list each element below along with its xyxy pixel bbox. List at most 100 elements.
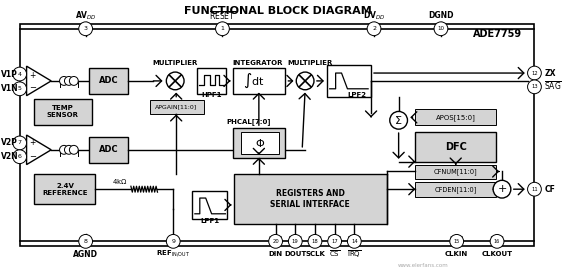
Text: $\overline{\rm RESET}$: $\overline{\rm RESET}$ [209,10,236,22]
Bar [20,24,534,246]
Text: MULTIPLIER: MULTIPLIER [287,60,333,66]
Text: 1: 1 [221,26,225,31]
Circle shape [69,76,78,85]
Text: $\overline{\rm SAG}$: $\overline{\rm SAG}$ [544,81,562,93]
Bar [192,191,227,219]
Text: 4k$\Omega$: 4k$\Omega$ [112,177,128,186]
Circle shape [288,234,302,248]
Text: V2P: V2P [1,138,18,147]
Text: V2N: V2N [1,152,19,161]
Circle shape [166,72,184,90]
Circle shape [60,76,69,85]
Text: +: + [29,71,35,81]
Bar [234,175,387,224]
Text: APGAIN[11:0]: APGAIN[11:0] [155,104,197,109]
Text: INTEGRATOR: INTEGRATOR [233,60,283,66]
Text: TEMP
SENSOR: TEMP SENSOR [47,105,79,118]
Circle shape [13,136,26,150]
Text: CLKIN: CLKIN [445,251,468,257]
Circle shape [367,22,381,36]
Text: CFNUM[11:0]: CFNUM[11:0] [434,168,477,175]
Text: 2.4V
REFERENCE: 2.4V REFERENCE [42,183,88,196]
Text: 4: 4 [17,71,22,76]
Text: −: − [29,83,36,92]
Circle shape [528,80,542,94]
Text: 12: 12 [531,71,538,76]
Text: 10: 10 [437,26,444,31]
Circle shape [60,145,69,154]
Text: V1N: V1N [1,84,19,93]
Circle shape [328,234,342,248]
Bar [415,132,496,162]
Text: ZX: ZX [544,68,556,78]
Text: 6: 6 [18,154,21,159]
Text: APOS[15:0]: APOS[15:0] [436,114,476,121]
Circle shape [269,234,283,248]
Text: 7: 7 [17,140,22,145]
Circle shape [79,22,92,36]
Circle shape [528,66,542,80]
Text: 13: 13 [531,84,538,89]
Bar [34,175,96,204]
Text: 9: 9 [171,239,175,244]
Circle shape [390,111,408,129]
Text: 17: 17 [331,239,338,244]
Bar [233,68,285,94]
Text: 11: 11 [531,187,538,192]
Text: −: − [29,152,36,161]
Bar [88,137,128,163]
Bar [241,132,279,154]
Circle shape [65,76,73,85]
Text: 16: 16 [494,239,500,244]
Text: 15: 15 [454,239,460,244]
Bar [88,68,128,94]
Text: 2: 2 [372,26,376,31]
Text: V1P: V1P [1,70,18,79]
Text: ADC: ADC [99,145,118,154]
Circle shape [166,234,180,248]
Circle shape [296,72,314,90]
Text: FUNCTIONAL BLOCK DIAGRAM: FUNCTIONAL BLOCK DIAGRAM [184,6,372,16]
Text: $\overline{\rm IRQ}$: $\overline{\rm IRQ}$ [347,248,361,260]
Circle shape [69,145,78,154]
Text: LPF2: LPF2 [348,92,367,98]
Text: www.elerfans.com: www.elerfans.com [398,263,449,268]
Circle shape [216,22,229,36]
Circle shape [13,82,26,96]
Circle shape [13,150,26,164]
Circle shape [13,67,26,81]
Polygon shape [26,66,51,96]
Text: $\Phi$: $\Phi$ [255,137,265,149]
Text: 3: 3 [84,26,88,31]
Text: SCLK: SCLK [305,251,325,257]
Text: REGISTERS AND
SERIAL INTERFACE: REGISTERS AND SERIAL INTERFACE [270,189,350,209]
Text: $\int$dt: $\int$dt [243,72,265,90]
Circle shape [493,180,511,198]
Bar [415,109,496,125]
Text: 18: 18 [311,239,318,244]
Text: LPF1: LPF1 [200,218,219,224]
Text: $\overline{\rm CS}$: $\overline{\rm CS}$ [329,249,340,259]
Text: ADC: ADC [99,76,118,85]
Bar [197,68,226,94]
Text: 14: 14 [351,239,358,244]
Text: ADE7759: ADE7759 [472,29,522,39]
Text: REF$_{\rm IN/OUT}$: REF$_{\rm IN/OUT}$ [156,249,190,259]
Circle shape [308,234,322,248]
Circle shape [65,145,73,154]
Text: CLKOUT: CLKOUT [481,251,513,257]
Text: +: + [497,184,507,194]
Text: 5: 5 [18,86,21,91]
Circle shape [490,234,504,248]
Text: 20: 20 [272,239,279,244]
Polygon shape [26,135,51,165]
Circle shape [347,234,361,248]
Bar [150,100,204,114]
Text: CFDEN[11:0]: CFDEN[11:0] [435,186,477,193]
Bar [327,65,371,97]
Circle shape [434,22,448,36]
Text: HPF1: HPF1 [202,92,222,98]
Text: DGND: DGND [428,11,454,20]
Bar [415,165,496,179]
Bar [233,128,285,158]
